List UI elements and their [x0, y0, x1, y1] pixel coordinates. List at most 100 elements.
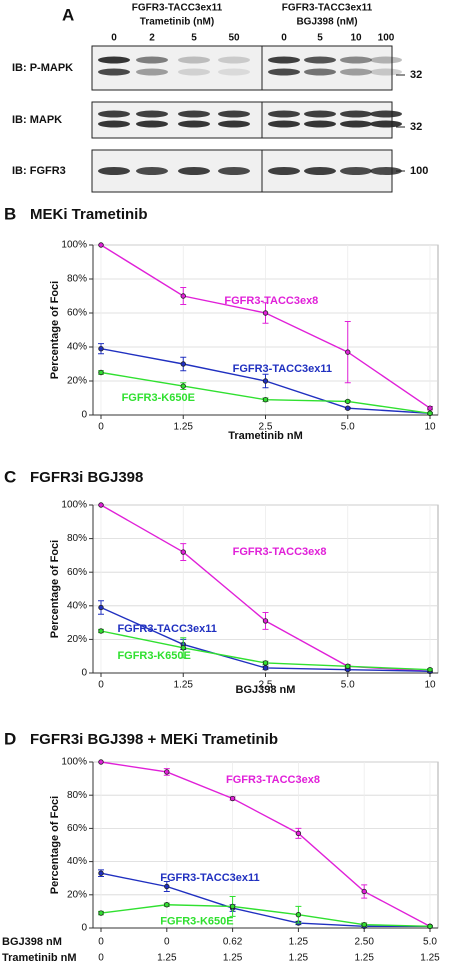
y-tick-label: 40% [67, 856, 87, 867]
data-point [295, 912, 302, 918]
band [98, 68, 130, 76]
series-label: FGFR3-TACC3ex11 [117, 623, 216, 635]
series-label: FGFR3-K650E [160, 915, 233, 927]
marker-label: 100 [410, 165, 428, 177]
y-tick-label: 0 [81, 923, 87, 934]
data-point [98, 910, 104, 916]
data-point [427, 405, 433, 411]
data-point [361, 921, 367, 928]
x-tick-label: 0 [164, 937, 170, 948]
x-tick-label: 2.50 [354, 937, 374, 948]
band [304, 56, 336, 64]
band [304, 120, 336, 128]
data-point [262, 618, 269, 624]
y-tick-label: 0 [81, 668, 87, 679]
y-axis-label: Percentage of Foci [49, 281, 61, 379]
band [136, 120, 168, 128]
data-point [229, 903, 236, 910]
series-line [100, 761, 431, 927]
data-point [98, 870, 104, 876]
band [136, 167, 168, 175]
band [98, 110, 130, 118]
data-point [262, 660, 269, 666]
chart-title: FGFR3i BGJ398 [30, 469, 143, 486]
series-label: FGFR3-TACC3ex11 [233, 363, 332, 375]
lane-label: 0 [281, 33, 287, 44]
data-point [427, 410, 433, 416]
lane-label: 5 [317, 33, 323, 44]
x-tick-label: 0 [98, 680, 104, 691]
y-axis-label: Percentage of Foci [49, 540, 61, 638]
x-tick-label: 1.25 [157, 953, 177, 964]
chart-title: MEKi Trametinib [30, 206, 148, 223]
band [218, 68, 250, 76]
lane-label: 10 [350, 33, 362, 44]
y-tick-label: 80% [67, 533, 87, 544]
series-label: FGFR3-K650E [117, 650, 190, 662]
band [218, 110, 250, 118]
y-tick-label: 60% [67, 308, 87, 319]
band [268, 68, 300, 76]
blot-box [91, 101, 393, 139]
y-tick-label: 80% [67, 274, 87, 285]
band [178, 56, 210, 64]
x-tick-label: 10 [424, 422, 436, 433]
lane-label: 50 [228, 33, 240, 44]
data-point [98, 628, 104, 634]
data-point [180, 645, 186, 651]
band [304, 167, 336, 175]
band [136, 68, 168, 76]
band [304, 110, 336, 118]
lane-label: 5 [191, 33, 197, 44]
band [178, 120, 210, 128]
band [98, 167, 130, 175]
lane-label: 0 [111, 33, 117, 44]
data-point [361, 888, 367, 895]
x-row-label: Trametinib nM [2, 952, 77, 964]
band [218, 120, 250, 128]
band [178, 68, 210, 76]
data-point [180, 383, 186, 389]
data-point [180, 293, 186, 299]
data-point [345, 663, 351, 669]
series-line [100, 872, 430, 928]
band [304, 68, 336, 76]
data-point [98, 759, 104, 765]
group-title: FGFR3-TACC3ex11 [282, 3, 373, 14]
group-subtitle: BGJ398 (nM) [296, 17, 357, 28]
band [136, 56, 168, 64]
panel-letter: C [4, 467, 16, 486]
band [340, 56, 372, 64]
band [370, 110, 402, 118]
x-tick-label: 1.25 [223, 953, 243, 964]
series-line [100, 904, 431, 928]
group-title: FGFR3-TACC3ex11 [132, 3, 223, 14]
y-tick-label: 0 [81, 410, 87, 421]
x-tick-label: 0.62 [223, 937, 243, 948]
row-label: IB: MAPK [12, 114, 62, 126]
y-tick-label: 100% [61, 240, 87, 251]
panel-letter: D [4, 729, 16, 748]
x-tick-label: 1.25 [420, 953, 440, 964]
band [218, 167, 250, 175]
data-point [98, 604, 104, 611]
band [268, 120, 300, 128]
x-tick-label: 2.5 [259, 680, 273, 691]
band [340, 120, 372, 128]
row-label: IB: P-MAPK [12, 62, 73, 74]
y-tick-label: 100% [61, 757, 87, 768]
series-label: FGFR3-TACC3ex8 [226, 774, 320, 786]
data-point [180, 549, 186, 555]
data-point [345, 398, 351, 405]
band [178, 110, 210, 118]
y-tick-label: 20% [67, 889, 87, 900]
panel-letter: A [62, 5, 74, 24]
data-point [295, 830, 302, 837]
x-tick-label: 0 [98, 953, 104, 964]
y-tick-label: 40% [67, 600, 87, 611]
y-tick-label: 40% [67, 342, 87, 353]
band [370, 120, 402, 128]
band [340, 110, 372, 118]
data-point [98, 369, 104, 376]
x-row-label: BGJ398 nM [2, 936, 62, 948]
